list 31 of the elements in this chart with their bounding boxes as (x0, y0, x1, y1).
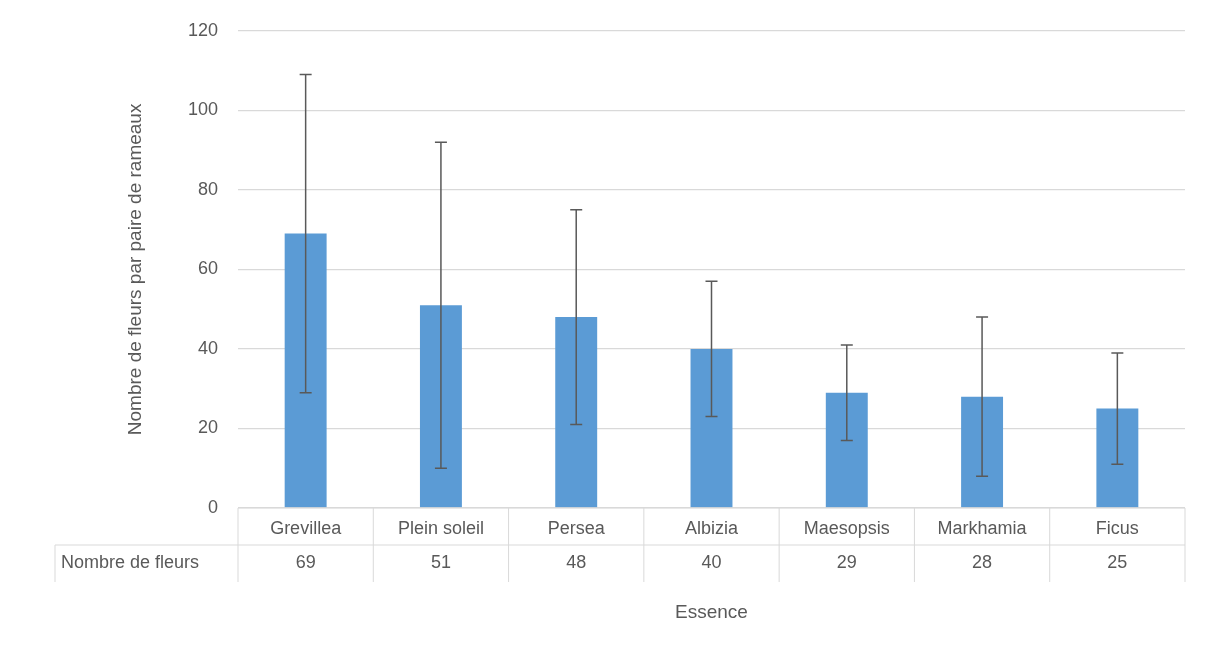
x-tick-label: Maesopsis (803, 517, 890, 538)
y-tick-label: 100 (187, 99, 218, 120)
bar (1096, 408, 1139, 508)
y-tick-label: 60 (197, 258, 218, 279)
y-axis-title: Nombre de fleurs par paire de rameaux (123, 103, 145, 436)
bar (825, 392, 868, 508)
data-label: 28 (972, 552, 993, 573)
bar (690, 348, 733, 508)
y-tick-label: 20 (197, 417, 218, 438)
bar (284, 233, 327, 508)
bar (419, 305, 462, 508)
text: Nombre de fleurs (61, 552, 200, 573)
x-axis-title: Essence (675, 600, 748, 622)
x-tick-label: Persea (547, 517, 606, 538)
x-tick-label: Plein soleil (397, 517, 484, 538)
bar (961, 396, 1004, 508)
x-tick-label: Albizia (684, 517, 739, 538)
x-tick-label: Ficus (1095, 517, 1139, 538)
x-tick-label: Grevillea (270, 517, 343, 538)
y-tick-label: 80 (197, 178, 218, 199)
data-label: 51 (430, 552, 451, 573)
data-label: 69 (295, 552, 316, 573)
data-label: 29 (836, 552, 857, 573)
y-tick-label: 120 (187, 19, 218, 40)
x-tick-label: Markhamia (937, 517, 1028, 538)
data-label: 40 (701, 552, 722, 573)
y-tick-label: 0 (207, 496, 218, 517)
data-label: 25 (1107, 552, 1128, 573)
data-label: 48 (566, 552, 587, 573)
y-tick-label: 40 (197, 337, 218, 358)
bar (555, 317, 598, 508)
